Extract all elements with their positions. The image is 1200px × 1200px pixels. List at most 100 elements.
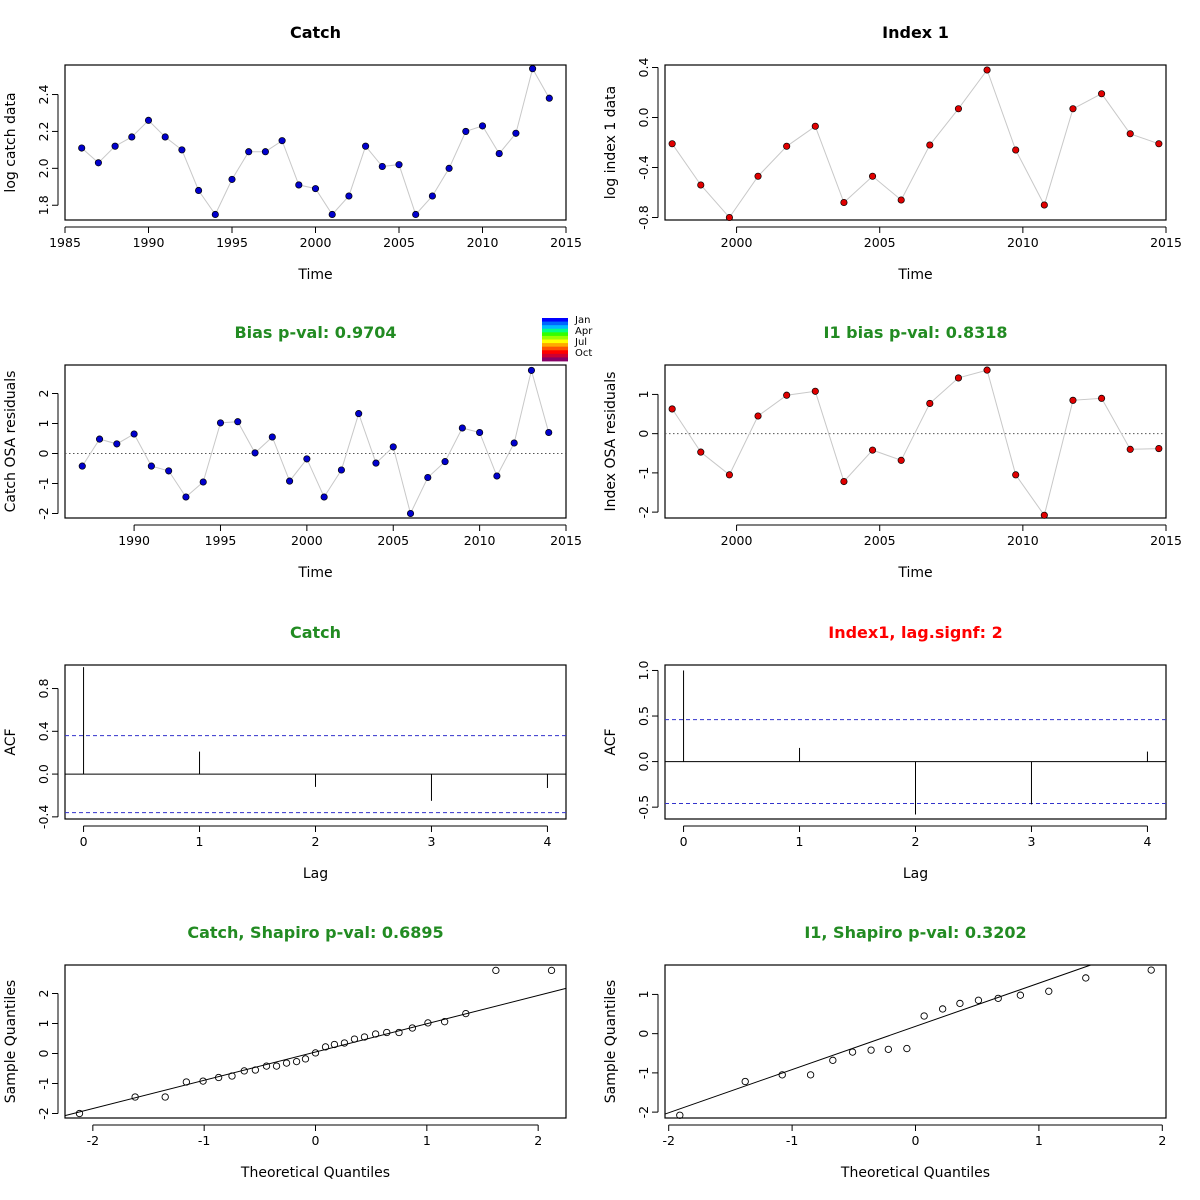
data-point (954, 374, 962, 382)
index-resid-x-label: Time (897, 565, 932, 581)
x-tick-label: -1 (786, 1133, 798, 1148)
qq-point (311, 1049, 320, 1057)
series-connector-line (81, 67, 550, 216)
x-tick-label: 1 (796, 834, 804, 849)
data-point (161, 133, 169, 141)
index-qq-y-axis: -2 -1 0 1 (636, 990, 659, 1118)
data-point (869, 446, 877, 454)
data-point (1155, 140, 1163, 148)
qq-point (994, 994, 1002, 1002)
qq-point (806, 1071, 815, 1079)
y-tick-label: 2.2 (36, 121, 51, 141)
y-tick-label: 0.4 (636, 58, 651, 78)
x-tick-label: 1995 (216, 235, 248, 250)
data-point (954, 105, 962, 113)
data-point (199, 478, 207, 486)
qq-point (330, 1040, 339, 1049)
catch-resid-x-axis: 1990 1995 2000 2005 2010 2015 (118, 524, 582, 548)
catch-qq-title: Catch, Shapiro p-val: 0.6895 (187, 923, 443, 942)
y-tick-label: 1 (36, 1020, 51, 1028)
data-point (529, 65, 537, 73)
data-point (96, 435, 104, 443)
index-data-y-label: log index 1 data (603, 86, 619, 199)
index-qq-x-label: Theoretical Quantiles (840, 1165, 990, 1181)
x-tick-label: 2000 (291, 533, 323, 548)
y-tick-label: 2.4 (36, 85, 51, 105)
data-point (428, 192, 436, 200)
y-tick-label: 1 (636, 390, 651, 398)
catch-acf-panel: Catch 0 1 2 3 4 Lag -0.4 0.0 0.4 0.8 ACF (3, 623, 567, 882)
index-acf-y-axis: -0.5 0.0 0.5 1.0 (636, 660, 659, 819)
qq-point (292, 1057, 301, 1066)
data-point (337, 466, 345, 474)
y-tick-label: -0.8 (636, 205, 651, 229)
index-resid-y-label: Index OSA residuals (603, 372, 619, 512)
x-tick-label: 1990 (133, 235, 165, 250)
y-tick-label: -0.5 (636, 795, 651, 819)
legend-swatch (542, 339, 568, 344)
data-point (378, 162, 386, 171)
catch-data-x-label: Time (297, 267, 332, 283)
data-point (147, 462, 155, 470)
y-tick-label: 0 (36, 1049, 51, 1057)
x-tick-label: 0 (312, 1133, 320, 1148)
y-tick-label: 1 (636, 990, 651, 998)
series-connector-line (671, 68, 1159, 219)
data-point (268, 433, 276, 441)
x-tick-label: 2 (312, 834, 320, 849)
x-tick-label: 2015 (550, 533, 582, 548)
data-point (783, 391, 791, 399)
data-point (668, 405, 676, 413)
data-point (493, 472, 501, 480)
catch-acf-frame (64, 664, 567, 820)
data-point (926, 141, 934, 149)
index-resid-frame (664, 364, 1167, 519)
catch-resid-title: Bias p-val: 0.9704 (234, 323, 396, 342)
data-point (462, 127, 470, 135)
qq-point (182, 1078, 191, 1086)
catch-resid-x-label: Time (297, 565, 332, 581)
data-point (355, 410, 363, 418)
catch-data-title: Catch (290, 23, 341, 42)
qq-point (383, 1028, 391, 1037)
legend-month-label: Oct (575, 348, 592, 359)
qq-point (214, 1073, 223, 1082)
legend-swatch (542, 332, 568, 337)
y-tick-label: 1.8 (36, 195, 51, 215)
data-point (1126, 445, 1134, 453)
series-connector-line (81, 370, 550, 515)
catch-acf-y-axis: -0.4 0.0 0.4 0.8 (36, 679, 59, 829)
x-tick-label: 4 (1143, 834, 1151, 849)
data-point (130, 430, 138, 438)
y-tick-label: 0 (636, 430, 651, 438)
index-acf-x-axis: 0 1 2 3 4 (680, 825, 1151, 849)
data-point (216, 419, 225, 427)
qq-point (251, 1066, 260, 1074)
index-resid-panel: I1 bias p-val: 0.8318 2000 2005 2010 2015 Tim… (603, 323, 1182, 581)
x-tick-label: 2015 (1150, 533, 1182, 548)
catch-data-y-label: log catch data (3, 92, 19, 192)
data-point (424, 473, 432, 482)
x-tick-label: 0 (80, 834, 88, 849)
data-point (811, 122, 819, 130)
data-point (94, 159, 102, 167)
series-connector-line (671, 369, 1159, 517)
y-tick-label: 0 (36, 449, 51, 457)
qq-point (360, 1033, 369, 1041)
data-point (251, 449, 259, 457)
catch-qq-y-label: Sample Quantiles (3, 980, 19, 1103)
catch-data-y-axis: 1.8 2.0 2.2 2.4 (36, 85, 59, 215)
y-tick-label: 2 (36, 990, 51, 998)
qq-point (848, 1048, 857, 1056)
x-tick-label: 2010 (464, 533, 496, 548)
qq-point (282, 1059, 291, 1067)
catch-data-x-axis: 1985 1990 1995 2000 2005 2010 2015 (49, 226, 582, 250)
catch-data-panel: Catch 1985 1990 1995 2000 2005 2010 2015 Time 1.8… (3, 23, 582, 283)
data-point (697, 448, 705, 456)
qq-point (1082, 974, 1090, 982)
y-tick-label: 1.0 (636, 660, 651, 680)
qq-point (321, 1043, 330, 1051)
y-tick-label: 0.0 (36, 764, 51, 784)
data-point (441, 458, 449, 466)
qq-point (408, 1024, 417, 1032)
